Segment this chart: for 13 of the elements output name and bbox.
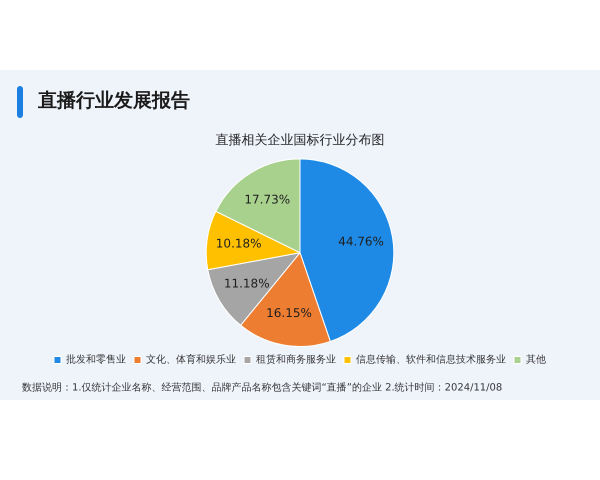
text: 数据说明：1.仅统计企业名称、经营范围、品牌产品名称包含关键词“直播”的企业 2.统计时间：2024/11/08 (22, 382, 502, 394)
legend-label: 其他 (526, 354, 546, 366)
data-label: 10.18% (216, 236, 262, 250)
data-label: 17.73% (244, 192, 290, 206)
data-label: 11.18% (224, 276, 270, 290)
legend-label: 信息传输、软件和信息技术服务业 (356, 354, 506, 366)
data-label: 44.76% (338, 234, 384, 249)
legend-label: 租赁和商务服务业 (256, 354, 336, 366)
legend-label: 文化、体育和娱乐业 (146, 354, 236, 366)
data-label: 16.15% (266, 306, 312, 320)
chart-subtitle: 直播相关企业国标行业分布图 (216, 132, 384, 148)
chart-title: 直播行业发展报告 (37, 89, 190, 112)
legend-label: 批发和零售业 (66, 354, 126, 366)
